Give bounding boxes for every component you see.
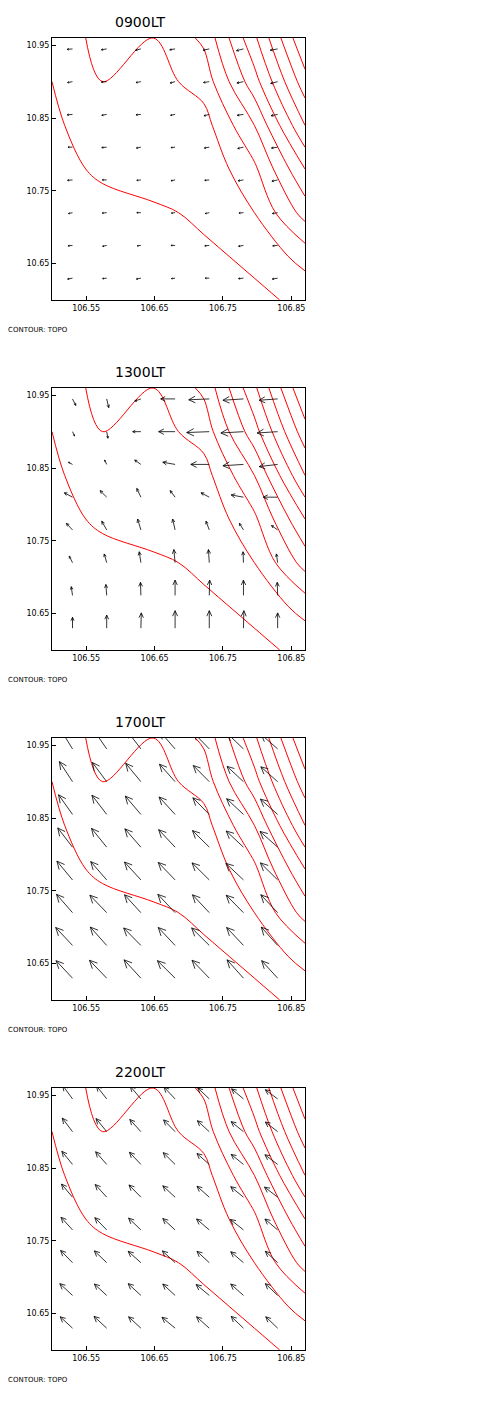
svg-text:10.85: 10.85 — [26, 464, 49, 473]
svg-text:10.75: 10.75 — [26, 887, 49, 896]
svg-text:106.65: 106.65 — [141, 1354, 169, 1363]
svg-text:10.85: 10.85 — [26, 1164, 49, 1173]
svg-text:106.65: 106.65 — [141, 1004, 169, 1013]
svg-text:106.55: 106.55 — [72, 1354, 100, 1363]
svg-text:10.95: 10.95 — [26, 41, 49, 50]
svg-text:0900LT: 0900LT — [115, 14, 166, 30]
svg-text:1700LT: 1700LT — [115, 714, 166, 730]
svg-text:CONTOUR: TOPO: CONTOUR: TOPO — [8, 326, 68, 334]
svg-text:10.75: 10.75 — [26, 1237, 49, 1246]
svg-text:CONTOUR: TOPO: CONTOUR: TOPO — [8, 1376, 68, 1384]
svg-text:10.65: 10.65 — [26, 259, 49, 268]
svg-text:10.85: 10.85 — [26, 814, 49, 823]
svg-text:2200LT: 2200LT — [115, 1064, 166, 1080]
svg-text:10.65: 10.65 — [26, 1309, 49, 1318]
svg-text:1300LT: 1300LT — [115, 364, 166, 380]
svg-text:106.55: 106.55 — [72, 1004, 100, 1013]
svg-text:106.85: 106.85 — [277, 654, 305, 663]
svg-text:CONTOUR: TOPO: CONTOUR: TOPO — [8, 676, 68, 684]
svg-text:10.85: 10.85 — [26, 114, 49, 123]
svg-text:106.75: 106.75 — [209, 1004, 237, 1013]
svg-text:106.75: 106.75 — [209, 1354, 237, 1363]
svg-text:10.65: 10.65 — [26, 609, 49, 618]
svg-text:106.55: 106.55 — [72, 654, 100, 663]
svg-text:10.95: 10.95 — [26, 1091, 49, 1100]
svg-text:106.75: 106.75 — [209, 304, 237, 313]
svg-text:106.85: 106.85 — [277, 1354, 305, 1363]
svg-text:CONTOUR: TOPO: CONTOUR: TOPO — [8, 1026, 68, 1034]
svg-text:10.95: 10.95 — [26, 741, 49, 750]
svg-text:106.85: 106.85 — [277, 304, 305, 313]
svg-text:106.85: 106.85 — [277, 1004, 305, 1013]
svg-text:10.75: 10.75 — [26, 187, 49, 196]
svg-text:106.75: 106.75 — [209, 654, 237, 663]
svg-text:10.95: 10.95 — [26, 391, 49, 400]
svg-text:106.65: 106.65 — [141, 304, 169, 313]
svg-text:10.75: 10.75 — [26, 537, 49, 546]
svg-text:106.65: 106.65 — [141, 654, 169, 663]
svg-text:106.55: 106.55 — [72, 304, 100, 313]
svg-text:10.65: 10.65 — [26, 959, 49, 968]
